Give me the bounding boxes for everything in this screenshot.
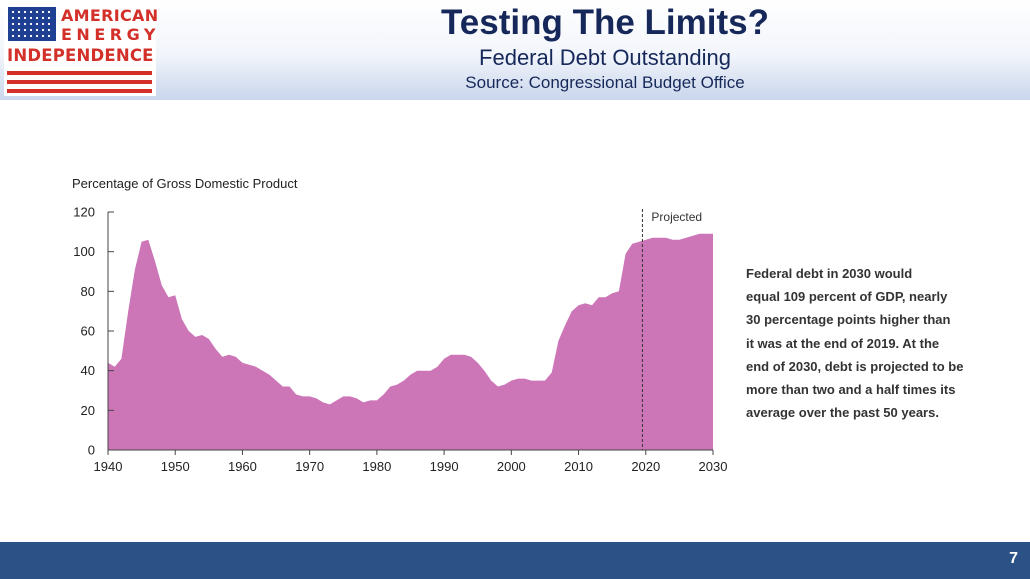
annotation-line: end of 2030, debt is projected to be [746, 358, 964, 374]
annotation-text: Federal debt in 2030 would equal 109 per… [746, 262, 1008, 424]
logo-line-independence: INDEPENDENCE [7, 46, 154, 65]
debt-area-series [108, 233, 713, 450]
page-number: 7 [1009, 550, 1018, 567]
y-tick-label: 120 [73, 205, 95, 220]
flag-icon [8, 7, 56, 41]
x-tick-label: 1990 [430, 459, 459, 474]
x-tick-label: 2020 [631, 459, 660, 474]
y-tick-label: 80 [81, 284, 95, 299]
x-tick-label: 2000 [497, 459, 526, 474]
annotation-line: it was at the end of 2019. At the [746, 335, 940, 351]
footer-bar: 7 [0, 542, 1030, 579]
y-tick-label: 20 [81, 403, 95, 418]
logo-stripe [7, 80, 152, 84]
page-title: Testing The Limits? [441, 3, 769, 42]
x-tick-label: 1970 [295, 459, 324, 474]
x-tick-label: 1940 [94, 459, 123, 474]
y-axis-label: Percentage of Gross Domestic Product [72, 176, 298, 191]
logo: AMERICAN ENERGY INDEPENDENCE [4, 4, 159, 96]
x-tick-label: 1960 [228, 459, 257, 474]
x-tick-label: 2030 [699, 459, 728, 474]
debt-chart: 0 20 40 60 80 100 120 1940 1950 1960 1970 1980 1990 2… [73, 205, 728, 475]
x-tick-label: 2010 [564, 459, 593, 474]
y-tick-label: 100 [73, 244, 95, 259]
annotation-line: more than two and a half times its [746, 382, 956, 398]
page-subtitle: Federal Debt Outstanding [479, 45, 731, 70]
logo-line-energy: ENERGY [61, 25, 160, 44]
y-tick-label: 40 [81, 363, 95, 378]
projected-label: Projected [651, 210, 702, 224]
source-note: Source: Congressional Budget Office [465, 73, 745, 92]
logo-stripe [7, 71, 152, 75]
y-tick-label: 60 [81, 324, 95, 339]
header-band [0, 0, 1030, 100]
y-tick-label: 0 [88, 443, 95, 458]
annotation-line: 30 percentage points higher than [746, 312, 951, 328]
x-tick-label: 1980 [362, 459, 391, 474]
annotation-line: average over the past 50 years. [746, 405, 939, 421]
logo-stripe [7, 89, 152, 93]
logo-line-american: AMERICAN [61, 6, 159, 25]
annotation-line: equal 109 percent of GDP, nearly [746, 289, 948, 305]
x-tick-label: 1950 [161, 459, 190, 474]
annotation-line: Federal debt in 2030 would [746, 266, 913, 281]
